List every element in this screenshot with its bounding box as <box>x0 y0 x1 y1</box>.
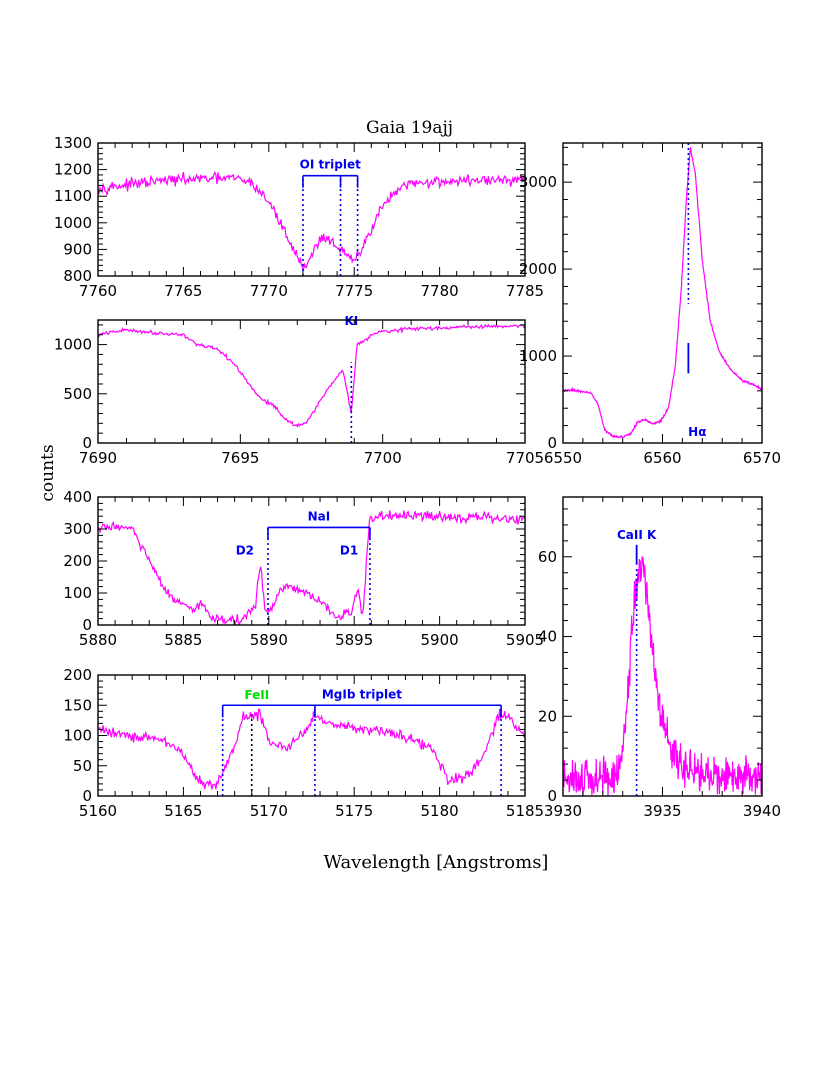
panel-mgib: MgIb triplet FeII 5160 5165 5170 5175 5180 5185… <box>63 666 544 820</box>
y-tick-label: 900 <box>63 240 92 258</box>
feature-label: OI triplet <box>300 158 361 172</box>
panel-oi: OI triplet 7760 7765 7770 7775 7780 7785 800 900… <box>54 134 544 300</box>
y-tick-label: 1000 <box>54 336 92 354</box>
x-tick-label: 5905 <box>506 631 544 649</box>
feature-label: D1 <box>340 544 358 558</box>
x-tick-label: 7780 <box>421 282 459 300</box>
x-tick-label: 5895 <box>335 631 373 649</box>
y-tick-label: 0 <box>82 787 92 805</box>
y-tick-label: 50 <box>73 757 92 775</box>
y-tick-label: 1300 <box>54 134 92 152</box>
x-tick-label: 7770 <box>250 282 288 300</box>
plot-frame <box>562 142 763 444</box>
spectrum-line-mgib <box>98 708 525 790</box>
x-axis-label: Wavelength [Angstroms] <box>324 852 549 873</box>
x-tick-label: 3930 <box>544 802 582 820</box>
spectrum-line-oi <box>98 170 525 271</box>
spectrum-line-nai <box>98 510 525 625</box>
spectrum-line-caii <box>563 556 762 796</box>
y-tick-label: 1200 <box>54 161 92 179</box>
y-tick-label: 500 <box>63 385 92 403</box>
x-tick-label: 7765 <box>164 282 202 300</box>
feature-label: FeII <box>244 688 269 702</box>
y-tick-label: 0 <box>547 434 557 452</box>
x-tick-label: 5185 <box>506 802 544 820</box>
y-tick-label: 800 <box>63 267 92 285</box>
y-tick-label: 0 <box>547 787 557 805</box>
x-tick-label: 3935 <box>643 802 681 820</box>
plot-frame <box>97 319 526 444</box>
x-tick-label: 7700 <box>364 449 402 467</box>
x-tick-label: 7785 <box>506 282 544 300</box>
plot-frame <box>562 496 763 797</box>
x-tick-label: 5885 <box>164 631 202 649</box>
x-tick-label: 5165 <box>164 802 202 820</box>
x-tick-label: 6550 <box>544 449 582 467</box>
feature-label: MgIb triplet <box>322 687 402 701</box>
figure-title: Gaia 19ajj <box>366 118 453 138</box>
x-tick-label: 5160 <box>79 802 117 820</box>
y-tick-label: 1000 <box>54 214 92 232</box>
x-tick-label: 5890 <box>250 631 288 649</box>
y-tick-label: 300 <box>63 520 92 538</box>
y-axis-label: counts <box>38 444 58 501</box>
y-tick-label: 200 <box>63 666 92 684</box>
x-tick-label: 5900 <box>421 631 459 649</box>
y-tick-label: 40 <box>538 628 557 646</box>
plot-frame <box>97 142 526 277</box>
x-tick-label: 7695 <box>221 449 259 467</box>
x-tick-label: 5170 <box>250 802 288 820</box>
feature-label: D2 <box>236 544 254 558</box>
y-tick-label: 150 <box>63 696 92 714</box>
y-tick-label: 100 <box>63 584 92 602</box>
x-tick-label: 7760 <box>79 282 117 300</box>
panel-caii: CaII K 3930 3935 3940 0 20 40 60 <box>538 496 781 820</box>
panel-nai: NaI D2 D1 5880 5885 5890 5895 5900 5905 0 100 200 30… <box>63 488 544 649</box>
y-tick-label: 60 <box>538 548 557 566</box>
x-tick-label: 3940 <box>743 802 781 820</box>
feature-label: KI <box>344 314 358 328</box>
y-tick-label: 100 <box>63 727 92 745</box>
x-tick-label: 5880 <box>79 631 117 649</box>
panel-ki: KI 7690 7695 7700 7705 0 500 1000 <box>54 314 544 467</box>
x-tick-label: 7690 <box>79 449 117 467</box>
y-tick-label: 0 <box>82 434 92 452</box>
feature-label: Hα <box>688 425 706 439</box>
panel-halpha: Hα 6550 6560 6570 0 1000 2000 3000 <box>519 142 781 467</box>
x-tick-label: 7775 <box>335 282 373 300</box>
y-tick-label: 20 <box>538 707 557 725</box>
feature-label: CaII K <box>617 528 657 542</box>
x-tick-label: 5175 <box>335 802 373 820</box>
y-tick-label: 3000 <box>519 173 557 191</box>
y-tick-label: 0 <box>82 616 92 634</box>
y-tick-label: 200 <box>63 552 92 570</box>
spectrum-line-halpha <box>563 147 762 439</box>
feature-label: NaI <box>308 509 331 523</box>
y-tick-label: 1000 <box>519 347 557 365</box>
x-tick-label: 6570 <box>743 449 781 467</box>
y-tick-label: 2000 <box>519 260 557 278</box>
x-tick-label: 6560 <box>643 449 681 467</box>
x-tick-label: 5180 <box>421 802 459 820</box>
y-tick-label: 1100 <box>54 187 92 205</box>
x-tick-label: 7705 <box>506 449 544 467</box>
spectrum-line-ki <box>98 322 525 428</box>
y-tick-label: 400 <box>63 488 92 506</box>
